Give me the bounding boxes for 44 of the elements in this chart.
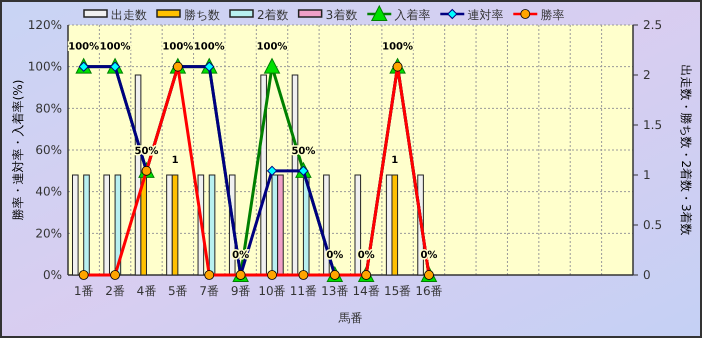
- y-tick-label: 100%: [28, 60, 62, 74]
- x-tick-label: 1番: [74, 284, 94, 298]
- legend-label: 連対率: [467, 8, 504, 22]
- data-label: 100%: [256, 42, 288, 53]
- x-tick-label: 16番: [415, 284, 443, 298]
- x-axis-title: 馬番: [338, 311, 362, 325]
- y2-tick-label: 2.5: [643, 18, 662, 32]
- x-tick-label: 2番: [105, 284, 125, 298]
- x-tick-label: 15番: [384, 284, 412, 298]
- y-tick-label: 0%: [42, 268, 62, 282]
- data-label: 0%: [232, 250, 250, 261]
- x-tick-label: 11番: [290, 284, 318, 298]
- y-tick-label: 60%: [35, 143, 62, 157]
- y2-tick-label: 0.5: [643, 218, 662, 232]
- data-label: 100%: [68, 42, 100, 53]
- legend-label: 勝ち数: [184, 8, 220, 22]
- x-tick-label: 5番: [168, 284, 188, 298]
- y2-tick-label: 2: [643, 68, 651, 82]
- y-axis-title: 勝率・連対率・入着率(%): [11, 80, 25, 220]
- y2-axis-title: 出走数・勝ち数・2着数・3着数: [679, 64, 693, 236]
- data-label: 100%: [162, 42, 194, 53]
- y-tick-label: 120%: [28, 18, 62, 32]
- legend-label: 3着数: [326, 8, 358, 22]
- y-tick-label: 20%: [35, 226, 62, 240]
- x-tick-label: 14番: [352, 284, 380, 298]
- legend-label: 出走数: [111, 8, 147, 22]
- data-label: 1: [391, 155, 398, 166]
- x-tick-label: 10番: [258, 284, 286, 298]
- data-label: 100%: [100, 42, 131, 53]
- y2-tick-label: 0: [643, 268, 651, 282]
- y2-tick-label: 1: [643, 168, 651, 182]
- y-tick-label: 40%: [35, 184, 62, 199]
- legend-label: 2着数: [257, 8, 289, 22]
- data-label: 100%: [382, 42, 414, 53]
- x-tick-label: 13番: [321, 284, 348, 298]
- data-label: 100%: [194, 42, 225, 53]
- x-tick-label: 9番: [230, 284, 250, 298]
- y2-tick-label: 1.5: [643, 118, 662, 132]
- legend-label: 勝率: [540, 8, 564, 22]
- legend-label: 入着率: [394, 8, 430, 22]
- x-tick-label: 7番: [199, 284, 220, 298]
- y-tick-label: 80%: [35, 101, 62, 116]
- x-tick-label: 4番: [136, 284, 156, 298]
- data-label: 1: [172, 155, 179, 166]
